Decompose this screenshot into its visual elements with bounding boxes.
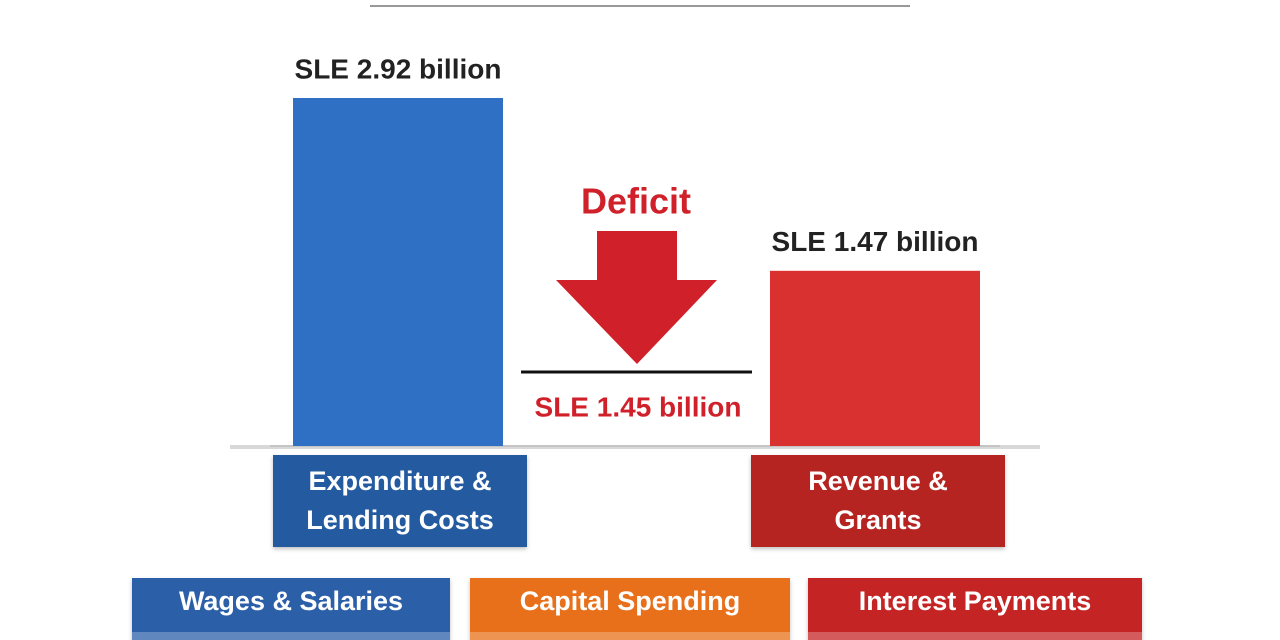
value-label: SLE 2.92 billion bbox=[295, 53, 502, 84]
deficit-title: Deficit bbox=[581, 181, 691, 222]
item-label: Wages & Salaries bbox=[132, 578, 450, 640]
bar bbox=[293, 98, 503, 446]
category-label: Revenue & Grants bbox=[751, 455, 1005, 547]
category-label: Expenditure & Lending Costs bbox=[273, 455, 527, 547]
value-label: SLE 1.47 billion bbox=[772, 226, 979, 257]
item-label: Capital Spending bbox=[470, 578, 790, 640]
deficit-arrow bbox=[556, 231, 717, 364]
item-label: Interest Payments bbox=[808, 578, 1142, 640]
deficit-value: SLE 1.45 billion bbox=[535, 391, 742, 422]
bar bbox=[770, 270, 980, 446]
